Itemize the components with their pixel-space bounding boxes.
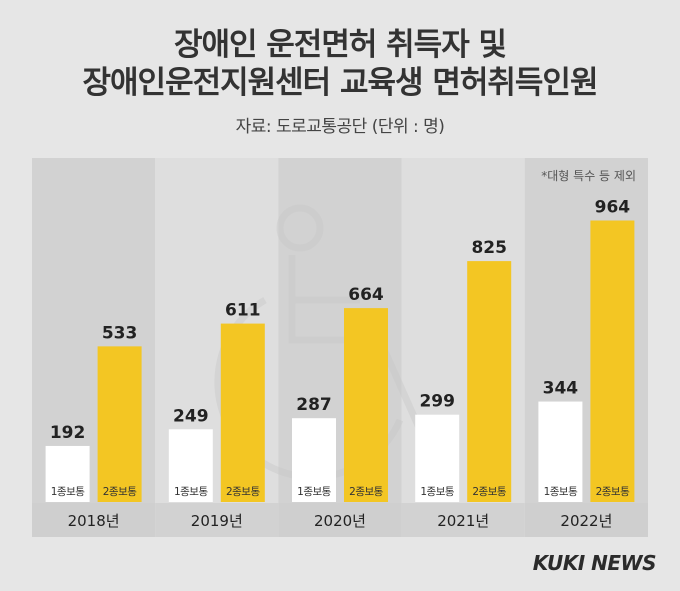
data-label: 611	[225, 301, 261, 321]
bar-1-1	[168, 429, 213, 502]
bar-2-2	[344, 308, 388, 502]
bar-1-3	[415, 414, 460, 502]
chart-title-line-1: 장애인 운전면허 취득자 및	[173, 27, 507, 63]
x-tick-label: 2021년	[437, 512, 489, 530]
year-band-2	[278, 503, 402, 537]
x-tick-label: 2022년	[560, 512, 612, 530]
bar-1-4	[538, 401, 583, 502]
bar-2-3	[467, 261, 512, 502]
series-label: 1종보통	[297, 486, 332, 498]
bar-1-2	[292, 418, 336, 502]
data-label: 344	[543, 379, 579, 399]
year-band-0	[32, 503, 156, 537]
series-label: 2종보통	[226, 486, 261, 498]
series-label: 2종보통	[472, 486, 507, 498]
data-label: 825	[471, 238, 507, 258]
series-label: 1종보통	[544, 486, 579, 498]
chart-title-line-2: 장애인운전지원센터 교육생 면허취득인원	[82, 65, 599, 101]
series-label: 1종보통	[420, 486, 455, 498]
data-label: 287	[296, 395, 332, 415]
year-band-1	[155, 503, 279, 537]
data-label: 249	[173, 406, 209, 426]
bar-2-4	[590, 220, 635, 502]
bar-1-0	[45, 445, 90, 502]
data-label: 192	[50, 423, 86, 443]
x-tick-label: 2020년	[314, 512, 366, 530]
data-label: 299	[419, 392, 455, 412]
series-label: 1종보통	[174, 486, 209, 498]
brand-logo: KUKI NEWS	[532, 551, 657, 575]
data-label: 964	[595, 198, 631, 218]
x-tick-label: 2018년	[68, 512, 120, 530]
chart-source: 자료: 도로교통공단 (단위 : 명)	[235, 117, 445, 137]
chart-note: *대형 특수 등 제외	[541, 169, 636, 183]
chart-bars: 192 1종보통 533 2종보통 249 1종보통 611 2종보통 287 1종보통 664 2종…	[45, 198, 635, 502]
chart-header: 장애인 운전면허 취득자 및 장애인운전지원센터 교육생 면허취득인원 자료: …	[0, 0, 680, 137]
x-tick-label: 2019년	[191, 512, 243, 530]
series-label: 1종보통	[51, 486, 86, 498]
data-label: 664	[348, 285, 384, 305]
year-band-4	[524, 503, 648, 537]
year-band-3	[401, 503, 525, 537]
series-label: 2종보통	[103, 486, 138, 498]
data-label: 533	[102, 323, 138, 343]
bar-2-1	[220, 323, 265, 502]
bar-2-0	[97, 346, 142, 502]
series-label: 2종보통	[349, 486, 384, 498]
series-label: 2종보통	[596, 486, 631, 498]
